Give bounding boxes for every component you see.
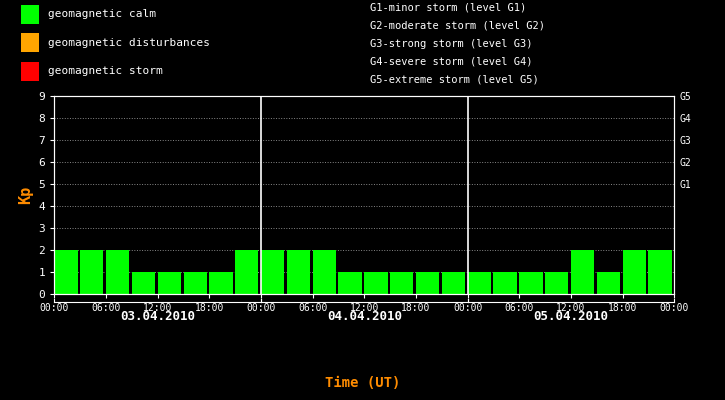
Y-axis label: Kp: Kp — [18, 186, 33, 204]
Bar — [80, 250, 104, 294]
Text: G2-moderate storm (level G2): G2-moderate storm (level G2) — [370, 20, 544, 30]
Bar — [648, 250, 671, 294]
Bar — [494, 272, 517, 294]
Text: 04.04.2010: 04.04.2010 — [327, 310, 402, 323]
Bar — [157, 272, 181, 294]
Bar — [339, 272, 362, 294]
Bar — [210, 272, 233, 294]
Text: Time (UT): Time (UT) — [325, 376, 400, 390]
Bar — [22, 33, 39, 52]
Bar — [545, 272, 568, 294]
Bar — [597, 272, 620, 294]
Bar — [106, 250, 129, 294]
Text: 03.04.2010: 03.04.2010 — [120, 310, 195, 323]
Text: geomagnetic disturbances: geomagnetic disturbances — [48, 38, 210, 48]
Text: G1-minor storm (level G1): G1-minor storm (level G1) — [370, 2, 526, 12]
Bar — [132, 272, 155, 294]
Text: G3-strong storm (level G3): G3-strong storm (level G3) — [370, 38, 532, 48]
Bar — [519, 272, 542, 294]
Bar — [416, 272, 439, 294]
Bar — [261, 250, 284, 294]
Bar — [468, 272, 491, 294]
Bar — [312, 250, 336, 294]
Bar — [183, 272, 207, 294]
Bar — [623, 250, 646, 294]
Bar — [364, 272, 388, 294]
Bar — [22, 62, 39, 80]
Bar — [235, 250, 258, 294]
Text: geomagnetic calm: geomagnetic calm — [48, 9, 156, 19]
Bar — [22, 5, 39, 24]
Bar — [54, 250, 78, 294]
Bar — [390, 272, 413, 294]
Bar — [442, 272, 465, 294]
Bar — [571, 250, 594, 294]
Text: geomagnetic storm: geomagnetic storm — [48, 66, 162, 76]
Bar — [287, 250, 310, 294]
Text: 05.04.2010: 05.04.2010 — [534, 310, 608, 323]
Text: G5-extreme storm (level G5): G5-extreme storm (level G5) — [370, 75, 539, 85]
Text: G4-severe storm (level G4): G4-severe storm (level G4) — [370, 57, 532, 67]
